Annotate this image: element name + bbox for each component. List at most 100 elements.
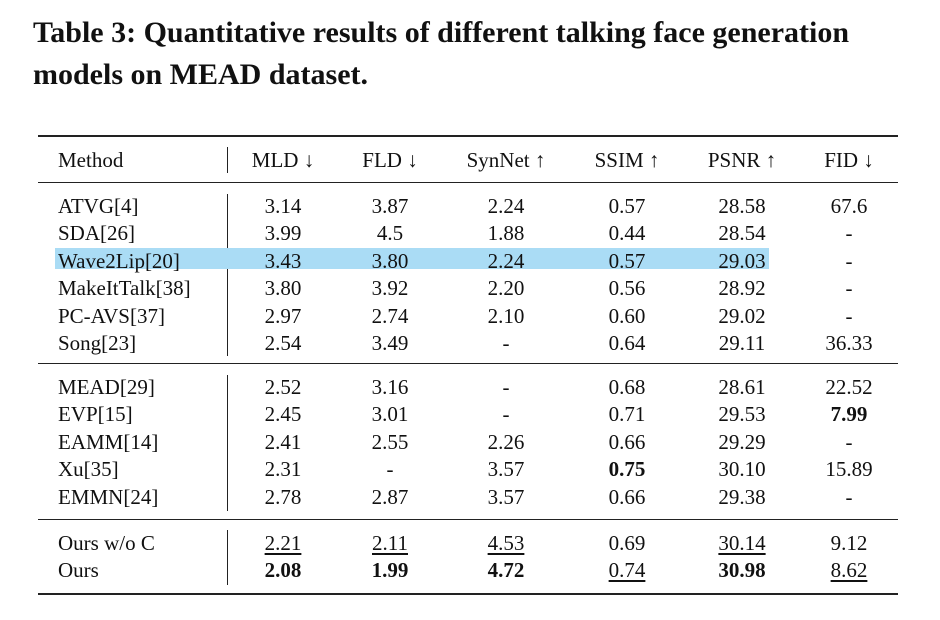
value-cell: 0.64 (608, 331, 646, 355)
value-cell: 2.31 (264, 457, 302, 482)
value-cell: 3.99 (264, 221, 302, 246)
value-cell: - (845, 221, 853, 246)
value-cell: 28.92 (718, 276, 766, 301)
value-cell: 29.53 (718, 402, 766, 427)
header-rule (38, 182, 898, 183)
value-cell: 2.45 (264, 402, 302, 427)
value-cell: 2.74 (371, 303, 409, 328)
table-caption: Table 3: Quantitative results of differe… (33, 16, 850, 91)
value-cell: 3.16 (371, 375, 409, 399)
value-cell: 2.20 (487, 276, 525, 301)
bottom-rule (38, 593, 898, 595)
value-cell: 29.11 (718, 331, 766, 355)
value-cell: 3.14 (264, 194, 302, 218)
value-cell: 2.97 (264, 303, 302, 328)
value-cell: 0.66 (608, 429, 646, 454)
value-cell: 8.62 (830, 558, 868, 583)
value-cell: - (845, 484, 853, 509)
value-cell: 28.54 (718, 221, 766, 246)
value-cell: 2.41 (264, 429, 302, 454)
method-cell: EMMN[24] (58, 484, 159, 509)
value-cell: 30.10 (718, 457, 766, 482)
value-cell: 3.01 (371, 402, 409, 427)
value-cell: 0.60 (608, 303, 646, 328)
value-cell: 4.5 (376, 221, 404, 246)
value-cell: 3.43 (264, 248, 302, 273)
value-cell: 28.61 (718, 375, 766, 399)
column-header-ssim: SSIM ↑ (594, 148, 660, 172)
value-cell: 2.10 (487, 303, 525, 328)
value-cell: 0.66 (608, 484, 646, 509)
value-cell: 29.38 (718, 484, 766, 509)
method-cell: Wave2Lip[20] (58, 248, 180, 273)
method-cell: MEAD[29] (58, 375, 155, 399)
value-cell: 0.69 (608, 531, 646, 555)
column-header-psnr: PSNR ↑ (707, 148, 777, 172)
method-cell: EVP[15] (58, 402, 133, 427)
value-cell: 30.98 (718, 558, 766, 583)
value-cell: 1.99 (371, 558, 409, 583)
value-cell: 2.78 (264, 484, 302, 509)
value-cell: - (502, 402, 510, 427)
value-cell: 2.54 (264, 331, 302, 355)
value-cell: 29.29 (718, 429, 766, 454)
value-cell: - (845, 248, 853, 273)
method-cell: Xu[35] (58, 457, 119, 482)
value-cell: 2.55 (371, 429, 409, 454)
value-cell: 28.58 (718, 194, 766, 218)
column-header-fid: FID ↓ (824, 148, 874, 172)
column-header-synnet: SynNet ↑ (466, 148, 546, 172)
value-cell: 2.24 (487, 194, 525, 218)
value-cell: 0.44 (608, 221, 646, 246)
value-cell: 67.6 (830, 194, 868, 218)
value-cell: 0.57 (608, 248, 646, 273)
value-cell: 0.57 (608, 194, 646, 218)
value-cell: 3.87 (371, 194, 409, 218)
method-cell: Ours w/o C (58, 531, 155, 555)
top-rule (38, 135, 898, 137)
value-cell: 3.80 (264, 276, 302, 301)
value-cell: 3.49 (371, 331, 409, 355)
value-cell: 15.89 (825, 457, 873, 482)
method-cell: Song[23] (58, 331, 137, 355)
value-cell: 30.14 (718, 531, 766, 555)
method-column-separator (227, 194, 228, 356)
value-cell: 2.24 (487, 248, 525, 273)
value-cell: - (845, 276, 853, 301)
value-cell: 2.11 (372, 531, 408, 555)
value-cell: 36.33 (825, 331, 873, 355)
method-column-separator (227, 147, 228, 173)
value-cell: 3.57 (487, 457, 525, 482)
method-column-separator (227, 375, 228, 511)
value-cell: 0.75 (608, 457, 646, 482)
value-cell: 22.52 (825, 375, 873, 399)
value-cell: 0.74 (608, 558, 646, 583)
value-cell: 29.03 (718, 248, 766, 273)
method-cell: SDA[26] (58, 221, 135, 246)
value-cell: 0.68 (608, 375, 646, 399)
value-cell: 3.80 (371, 248, 409, 273)
value-cell: 4.53 (487, 531, 525, 555)
value-cell: 1.88 (487, 221, 525, 246)
value-cell: 29.02 (718, 303, 766, 328)
method-cell: PC-AVS[37] (58, 303, 165, 328)
value-cell: 3.92 (371, 276, 409, 301)
method-cell: ATVG[4] (58, 194, 139, 218)
value-cell: 2.08 (264, 558, 302, 583)
column-header-method: Method (58, 148, 124, 172)
row-highlight (55, 248, 769, 270)
value-cell: - (845, 303, 853, 328)
value-cell: 0.71 (608, 402, 646, 427)
value-cell: - (502, 331, 510, 355)
group-rule-2 (38, 519, 898, 520)
method-column-separator (227, 530, 228, 585)
value-cell: - (845, 429, 853, 454)
value-cell: 3.57 (487, 484, 525, 509)
value-cell: - (386, 457, 394, 482)
value-cell: 7.99 (830, 402, 868, 427)
value-cell: 4.72 (487, 558, 525, 583)
method-cell: MakeItTalk[38] (58, 276, 191, 301)
column-header-mld: MLD ↓ (251, 148, 315, 172)
value-cell: - (502, 375, 510, 399)
method-cell: EAMM[14] (58, 429, 159, 454)
